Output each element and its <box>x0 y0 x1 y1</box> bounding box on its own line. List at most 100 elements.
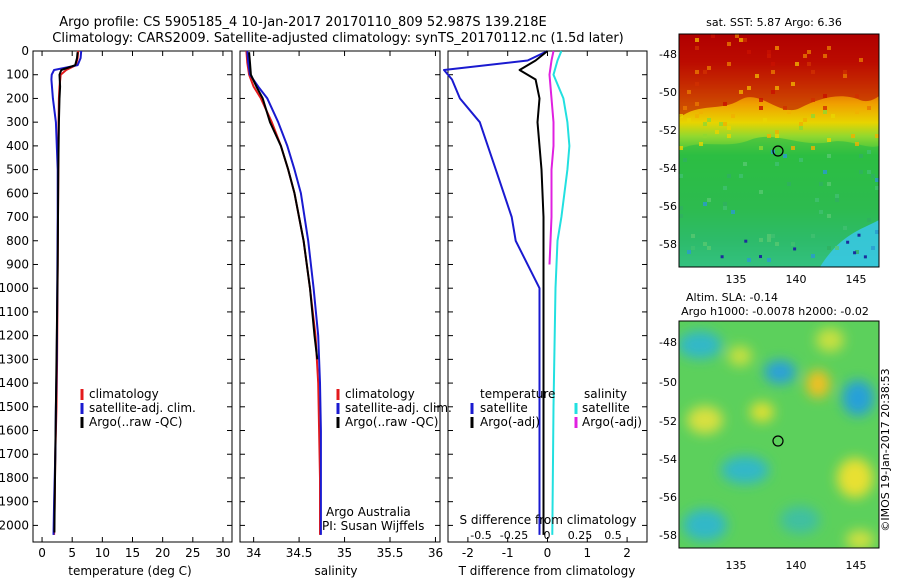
sst-pixel <box>767 238 771 242</box>
sst-pixel <box>857 233 861 237</box>
sst-pixel <box>791 242 795 246</box>
sst-ytick: -48 <box>659 48 677 61</box>
top-tick-label: 0.5 <box>604 529 622 542</box>
sst-pixel <box>811 114 815 118</box>
sst-pixel <box>703 134 707 138</box>
sst-ytick: -58 <box>659 238 677 251</box>
sst-pixel <box>759 106 763 110</box>
sst-pixel <box>823 110 827 114</box>
sla-ytick: -48 <box>659 336 677 349</box>
sst-pixel <box>803 118 807 122</box>
sst-pixel <box>679 146 683 150</box>
legend-label: satellite-adj. clim. <box>345 401 452 415</box>
series-line <box>443 50 548 535</box>
sst-xtick: 145 <box>846 273 867 286</box>
sst-pixel <box>819 210 823 214</box>
y-tick-label: 1400 <box>0 376 29 390</box>
sst-pixel <box>759 238 763 242</box>
sst-pixel <box>791 82 795 86</box>
sst-pixel <box>851 134 855 138</box>
sst-pixel <box>855 250 859 254</box>
sst-ytick: -56 <box>659 200 677 213</box>
sst-map-frame <box>678 33 880 268</box>
sst-pixel <box>767 258 771 262</box>
x-tick-label: 25 <box>185 546 200 560</box>
sst-pixel <box>744 239 748 243</box>
sst-pixel <box>707 66 711 70</box>
sst-pixel <box>771 70 775 74</box>
sst-pixel <box>695 38 699 42</box>
sst-pixel <box>807 50 811 54</box>
sst-pixel <box>699 142 703 146</box>
sst-pixel <box>723 186 727 190</box>
sst-pixel <box>743 162 747 166</box>
y-tick-label: 1600 <box>0 424 29 438</box>
sst-pixel <box>875 186 879 190</box>
difference-plot-frame <box>447 50 648 543</box>
y-tick-label: 800 <box>6 234 29 248</box>
y-tick-label: 1700 <box>0 447 29 461</box>
imos-credit: ©IMOS 19-Jan-2017 20:38:53 <box>879 368 892 531</box>
sla-map-frame <box>678 320 880 549</box>
legend-label: Argo(-adj) <box>582 415 642 429</box>
sst-pixel <box>823 94 827 98</box>
sst-pixel <box>711 34 715 38</box>
sst-pixel <box>695 70 699 74</box>
annotation-pi: PI: Susan Wijffels <box>322 519 424 533</box>
y-tick-label: 900 <box>6 257 29 271</box>
sst-pixel <box>723 202 727 206</box>
x-tick-label: -1 <box>502 546 514 560</box>
sst-pixel <box>859 154 863 158</box>
x-tick-label: 5 <box>68 546 76 560</box>
top-tick-label: 0 <box>544 529 551 542</box>
series-line <box>53 52 79 533</box>
top-axis-ticks: -0.5 -0.25 0 0.25 0.5 <box>470 529 621 542</box>
sst-pixel <box>727 126 731 130</box>
sst-pixel <box>807 62 811 66</box>
y-tick-label: 400 <box>6 139 29 153</box>
sst-pixel <box>731 114 735 118</box>
sst-pixel <box>859 58 863 62</box>
y-tick-label: 300 <box>6 115 29 129</box>
sst-xtick: 140 <box>786 273 807 286</box>
sst-pixel <box>855 110 859 114</box>
sst-pixel <box>683 158 687 162</box>
sst-pixel <box>795 62 799 66</box>
sst-pixel <box>783 154 787 158</box>
sla-blob <box>780 506 820 534</box>
sst-pixel <box>793 247 797 251</box>
sst-pixel <box>787 110 791 114</box>
sst-pixel <box>683 106 687 110</box>
legend-label: satellite-adj. clim. <box>89 401 196 415</box>
sst-pixel <box>843 70 847 74</box>
sst-pixel <box>799 122 803 126</box>
legend-label: satellite <box>480 401 528 415</box>
sst-pixel <box>703 242 707 246</box>
header-title-line2: Climatology: CARS2009. Satellite-adjuste… <box>52 31 624 46</box>
sst-pixel <box>731 210 735 214</box>
header-title-line1: Argo profile: CS 5905185_4 10-Jan-2017 2… <box>59 15 547 30</box>
sla-ytick: -50 <box>659 376 677 389</box>
sst-pixel <box>695 46 699 50</box>
sst-pixel <box>679 206 683 210</box>
sst-pixel <box>875 230 879 234</box>
sla-ytick: -52 <box>659 415 677 428</box>
sst-pixel <box>727 62 731 66</box>
top-tick-label: -0.5 <box>470 529 491 542</box>
sla-xtick: 135 <box>726 559 747 572</box>
y-tick-label: 1300 <box>0 352 29 366</box>
sst-argo-location <box>772 145 784 157</box>
sst-pixel <box>703 70 707 74</box>
sst-pixel <box>723 102 727 106</box>
sst-pixel <box>723 206 727 210</box>
sst-pixel <box>827 214 831 218</box>
sst-pixel <box>827 154 831 158</box>
sst-pixel <box>775 134 779 138</box>
sst-pixel <box>871 246 875 250</box>
x-tick-label: 34.5 <box>286 546 313 560</box>
sst-cyan-corner <box>820 220 879 267</box>
sst-pixel <box>707 246 711 250</box>
sst-pixel <box>727 42 731 46</box>
sst-pixel <box>767 234 771 238</box>
sst-pixel <box>843 74 847 78</box>
